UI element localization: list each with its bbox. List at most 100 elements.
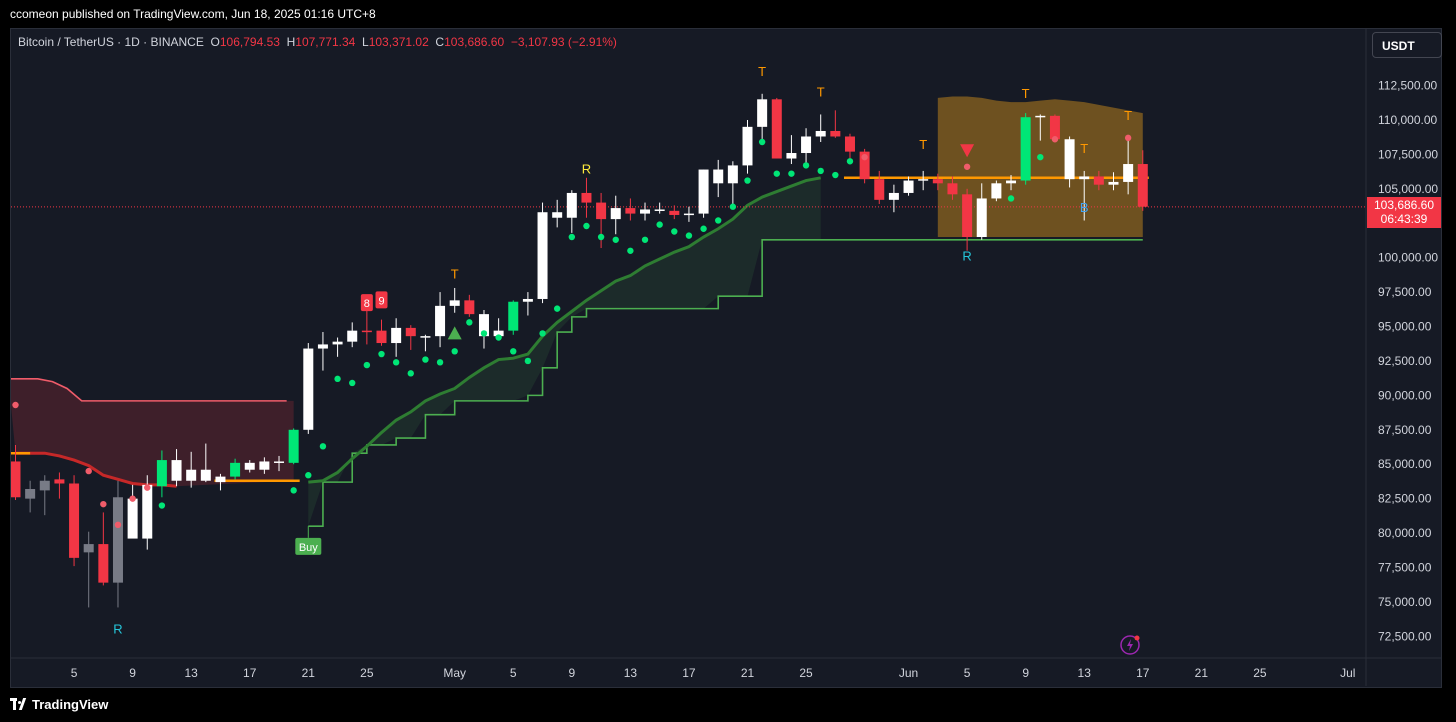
- candle-body: [566, 192, 577, 218]
- open-value: 106,794.53: [219, 35, 280, 49]
- y-tick-label: 72,500.00: [1378, 629, 1432, 643]
- candle: [815, 114, 826, 142]
- footer-bar: [0, 690, 1456, 722]
- candle: [186, 451, 197, 488]
- candle-body: [918, 179, 929, 181]
- candle: [976, 183, 987, 240]
- candle-body: [742, 126, 753, 166]
- candle-body: [142, 484, 153, 539]
- candle-body: [537, 212, 548, 299]
- signal-label-r: R: [582, 162, 591, 177]
- signal-label-t: T: [919, 137, 927, 152]
- signal-dot: [832, 171, 839, 179]
- candle: [478, 309, 489, 349]
- signal-box-label: Buy: [299, 542, 318, 554]
- candle-body: [171, 460, 182, 481]
- signal-box-label: 8: [364, 298, 370, 310]
- signal-dot: [451, 348, 458, 355]
- signal-dot: [100, 500, 107, 508]
- signal-dot: [1007, 195, 1015, 202]
- signal-dot: [510, 348, 517, 355]
- open-label: O: [210, 35, 220, 49]
- candle-body: [669, 210, 680, 215]
- candle: [259, 457, 270, 474]
- tradingview-mark-icon: [10, 698, 28, 710]
- candle-body: [478, 314, 489, 337]
- signal-dot: [685, 232, 693, 239]
- candle: [683, 206, 694, 222]
- candle: [39, 475, 50, 516]
- currency-button[interactable]: USDT: [1372, 32, 1442, 58]
- tradingview-logo[interactable]: TradingView: [10, 697, 108, 712]
- y-tick-label: 75,000.00: [1378, 595, 1432, 609]
- candle-body: [713, 169, 724, 184]
- candle: [11, 444, 21, 501]
- signal-dot: [363, 361, 371, 369]
- candle-body: [683, 213, 694, 216]
- candle-body: [11, 461, 21, 498]
- candle: [25, 480, 36, 513]
- signal-dot: [627, 247, 634, 254]
- symbol-name[interactable]: Bitcoin / TetherUS · 1D · BINANCE: [18, 35, 204, 49]
- candle-body: [625, 208, 636, 214]
- candle: [903, 176, 914, 196]
- signal-box: [360, 294, 373, 312]
- signal-dot: [700, 225, 707, 232]
- high-label: H: [286, 35, 296, 49]
- signal-dot: [656, 221, 663, 228]
- y-tick-label: 105,000.00: [1378, 182, 1438, 196]
- candle: [991, 180, 1002, 202]
- close-value: 103,686.60: [444, 35, 505, 49]
- signal-label-r: R: [962, 248, 971, 263]
- signal-dot: [846, 158, 854, 165]
- candle-body: [288, 429, 299, 463]
- candle: [508, 300, 519, 335]
- candle-body: [976, 198, 987, 238]
- signal-dot: [817, 167, 824, 175]
- signal-dot: [85, 467, 92, 475]
- candle-body: [581, 192, 592, 203]
- signal-dot: [568, 233, 576, 241]
- signal-dot: [12, 401, 19, 409]
- candle: [69, 475, 80, 567]
- candle-body: [464, 300, 475, 315]
- support-fill: [308, 177, 821, 527]
- candle-body: [596, 202, 607, 220]
- candle: [215, 473, 226, 491]
- candle: [566, 190, 577, 233]
- candle: [1123, 135, 1134, 195]
- candle: [1020, 113, 1031, 185]
- signal-label-t: T: [817, 85, 825, 100]
- x-tick-label: 13: [185, 666, 199, 680]
- signal-dot: [553, 305, 561, 312]
- candle: [54, 472, 65, 499]
- y-tick-label: 97,500.00: [1378, 285, 1432, 299]
- candle-body: [830, 130, 841, 137]
- candle: [918, 170, 929, 191]
- x-tick-label: 25: [799, 666, 813, 680]
- candle-body: [361, 330, 372, 333]
- resistance-band-fill: [11, 378, 294, 487]
- signal-dot: [715, 217, 722, 224]
- candle-body: [1020, 117, 1031, 181]
- candle-body: [303, 348, 314, 430]
- signal-dot: [480, 330, 488, 337]
- signal-dot: [671, 228, 678, 235]
- signal-label-b: B: [1080, 200, 1089, 215]
- signal-dot: [1022, 151, 1029, 158]
- candle-body: [420, 336, 431, 338]
- signal-dot: [349, 379, 356, 387]
- candle-body: [112, 497, 123, 583]
- x-tick-label: 17: [1136, 666, 1150, 680]
- x-tick-label: 5: [71, 666, 78, 680]
- candle: [932, 173, 943, 191]
- candle: [522, 292, 533, 316]
- candle: [376, 319, 387, 346]
- candle-body: [844, 136, 855, 152]
- publisher-text: ccomeon published on TradingView.com, Ju…: [10, 7, 376, 21]
- candle: [625, 198, 636, 221]
- chart-frame[interactable]: [10, 28, 1442, 688]
- candle: [347, 322, 358, 348]
- candle-body: [200, 469, 211, 481]
